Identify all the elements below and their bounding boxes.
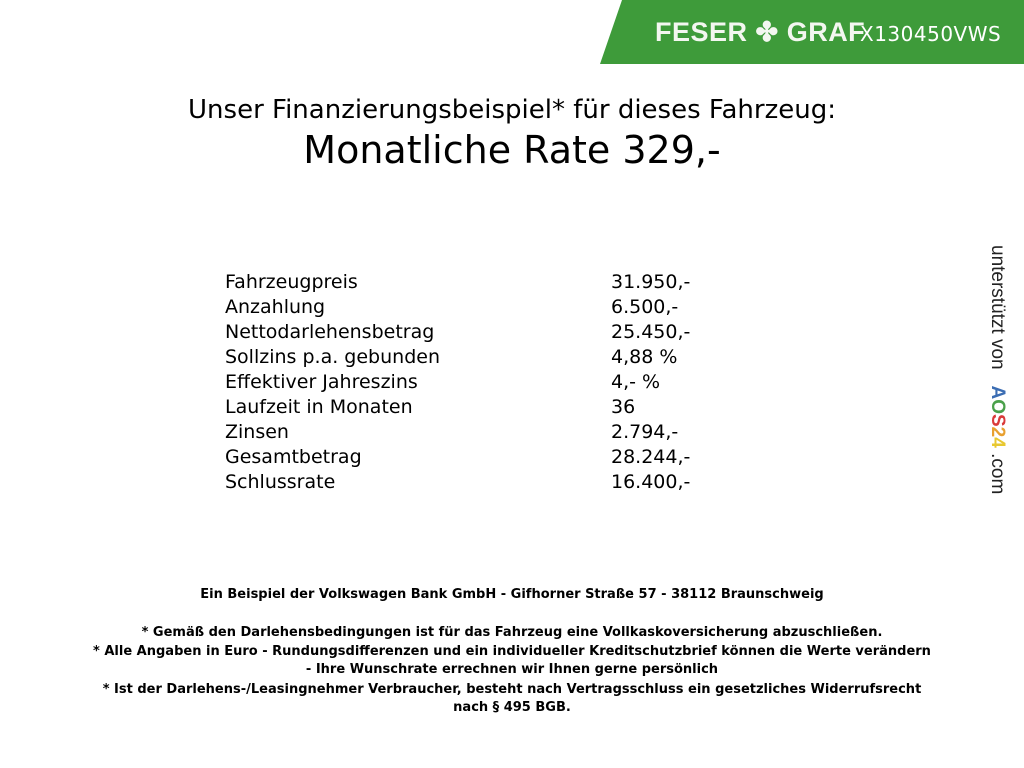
row-value: 25.450,- [611,321,691,343]
row-label: Fahrzeugpreis [225,271,358,293]
footnote-3a: * Ist der Darlehens-/Leasingnehmer Verbr… [102,682,922,697]
aos24-domain: .com [987,453,1008,495]
financing-heading: Unser Finanzierungsbeispiel* für dieses … [188,95,836,125]
row-value: 31.950,- [611,271,691,293]
row-value: 16.400,- [611,471,691,493]
row-value: 36 [611,396,636,418]
vehicle-code: X130450VWS [860,22,1002,46]
finance-row: Effektiver Jahreszins 4,- % [225,370,660,395]
logo-letter: O [987,399,1008,414]
footnote-1: * Gemäß den Darlehensbedingungen ist für… [141,625,883,640]
row-value: 6.500,- [611,296,679,318]
finance-row: Nettodarlehensbetrag 25.450,- [225,320,690,345]
row-label: Sollzins p.a. gebunden [225,346,440,368]
finance-row: Fahrzeugpreis 31.950,- [225,270,690,295]
supported-by: unterstützt von AOS24 .com [986,245,1008,494]
row-label: Effektiver Jahreszins [225,371,418,393]
footnote-2b: - Ihre Wunschrate errechnen wir Ihnen ge… [305,662,719,677]
logo-letter: A [987,385,1008,400]
clover-icon: ✤ [755,17,779,47]
brand-name-2: GRAF [786,17,866,47]
logo-letter: 2 [987,426,1008,438]
brand-name-1: FESER [655,17,748,47]
footnote-3b: nach § 495 BGB. [453,700,571,715]
row-label: Laufzeit in Monaten [225,396,413,418]
finance-row: Gesamtbetrag 28.244,- [225,445,690,470]
footnote-2a: * Alle Angaben in Euro - Rundungsdiffere… [93,644,931,659]
finance-row: Anzahlung 6.500,- [225,295,678,320]
row-label: Gesamtbetrag [225,446,362,468]
brand-banner [600,0,1024,64]
row-label: Anzahlung [225,296,326,318]
monthly-rate: Monatliche Rate 329,- [303,128,721,172]
brand-logo: FESER ✤ GRAF [655,17,865,48]
row-label: Zinsen [225,421,289,443]
logo-letter: 4 [987,437,1008,448]
finance-row: Zinsen 2.794,- [225,420,678,445]
finance-row: Schlussrate 16.400,- [225,470,690,495]
row-value: 4,88 % [611,346,678,368]
bank-info: Ein Beispiel der Volkswagen Bank GmbH - … [200,587,824,602]
row-value: 2.794,- [611,421,679,443]
row-label: Schlussrate [225,471,336,493]
finance-row: Laufzeit in Monaten 36 [225,395,635,420]
finance-row: Sollzins p.a. gebunden 4,88 % [225,345,677,370]
aos24-logo: AOS24 [987,385,1008,447]
row-label: Nettodarlehensbetrag [225,321,435,343]
supported-by-text: unterstützt von [987,245,1008,370]
logo-letter: S [987,413,1008,427]
row-value: 4,- % [611,371,661,393]
row-value: 28.244,- [611,446,691,468]
